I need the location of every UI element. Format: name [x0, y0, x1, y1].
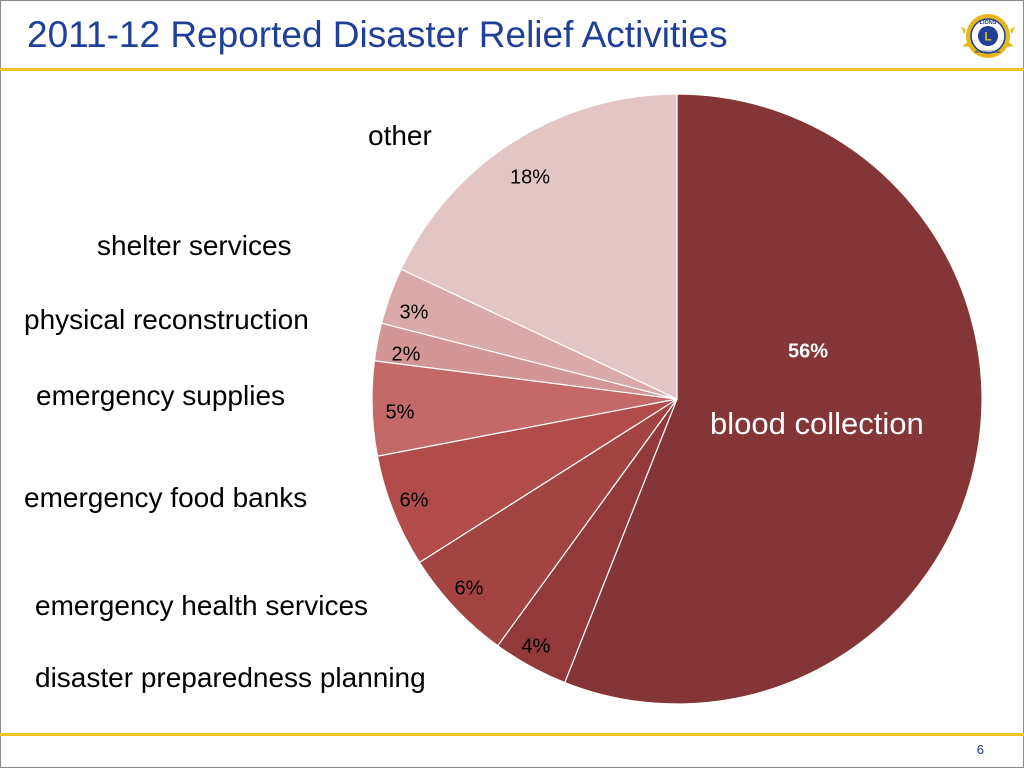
category-label-emergency-supplies: emergency supplies [36, 380, 286, 411]
data-label-other: 18% [510, 166, 550, 188]
category-label-other: other [368, 120, 432, 151]
pie-slice-other [400, 93, 678, 400]
data-label-blood-collection: 56% [788, 340, 828, 362]
category-label-disaster-preparedness-planning: disaster preparedness planning [35, 662, 426, 693]
logo-letter: L [984, 30, 991, 44]
category-label-emergency-health-services: emergency health services [35, 590, 369, 621]
page-number: 6 [976, 742, 984, 757]
data-label-shelter-services: 3% [400, 301, 429, 323]
header-rule [0, 68, 1024, 71]
footer-rule [0, 733, 1024, 736]
data-label-emergency-food-banks: 6% [400, 489, 429, 511]
lions-logo-icon: L LIONS INTERNATIONAL [961, 14, 1015, 58]
data-label-disaster-preparedness-planning: 4% [522, 635, 551, 657]
category-label-physical-reconstruction: physical reconstruction [24, 304, 309, 335]
data-label-emergency-supplies: 5% [386, 401, 415, 423]
category-label-emergency-food-banks: emergency food banks [24, 482, 308, 513]
data-label-physical-reconstruction: 2% [392, 343, 421, 365]
pie-slice-blood-collection [563, 93, 983, 705]
logo-text-top: LIONS [980, 20, 997, 26]
logo-text-bottom: INTERNATIONAL [975, 50, 1001, 54]
slide-title: 2011-12 Reported Disaster Relief Activit… [27, 14, 728, 55]
data-label-emergency-health-services: 6% [455, 577, 484, 599]
category-label-blood-collection: blood collection [710, 406, 924, 441]
category-label-shelter-services: shelter services [97, 230, 292, 261]
